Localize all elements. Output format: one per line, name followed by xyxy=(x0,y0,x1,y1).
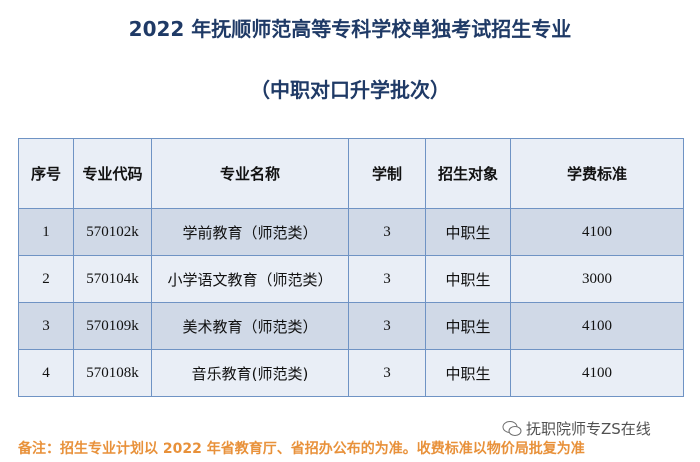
header-tuition: 学费标准 xyxy=(510,138,684,209)
header-target: 招生对象 xyxy=(425,138,511,209)
cell-duration: 3 xyxy=(348,255,426,303)
cell-name: 音乐教育(师范类) xyxy=(151,349,349,397)
cell-duration: 3 xyxy=(348,349,426,397)
header-duration: 学制 xyxy=(348,138,426,209)
footnote: 备注：招生专业计划以 2022 年省教育厅、省招办公布的为准。收费标准以物价局批… xyxy=(18,441,585,457)
cell-index: 4 xyxy=(18,349,74,397)
cell-name: 学前教育（师范类） xyxy=(151,208,349,256)
cell-name: 小学语文教育（师范类） xyxy=(151,255,349,303)
header-name: 专业名称 xyxy=(151,138,349,209)
cell-code: 570108k xyxy=(73,349,152,397)
cell-code: 570102k xyxy=(73,208,152,256)
cell-target: 中职生 xyxy=(425,208,511,256)
cell-index: 1 xyxy=(18,208,74,256)
table-row: 4 570108k 音乐教育(师范类) 3 中职生 4100 xyxy=(18,349,684,397)
cell-tuition: 4100 xyxy=(510,208,684,256)
page-subtitle: （中职对口升学批次） xyxy=(250,78,450,102)
cell-target: 中职生 xyxy=(425,255,511,303)
majors-table: 序号 专业代码 专业名称 学制 招生对象 学费标准 1 570102k 学前教育… xyxy=(18,138,684,397)
cell-code: 570109k xyxy=(73,302,152,350)
watermark: 抚职院师专ZS在线 xyxy=(502,418,651,439)
cell-tuition: 4100 xyxy=(510,302,684,350)
wechat-icon xyxy=(502,420,522,436)
header-index: 序号 xyxy=(18,138,74,209)
cell-target: 中职生 xyxy=(425,349,511,397)
cell-index: 3 xyxy=(18,302,74,350)
table-header-row: 序号 专业代码 专业名称 学制 招生对象 学费标准 xyxy=(18,138,684,209)
cell-name: 美术教育（师范类） xyxy=(151,302,349,350)
cell-target: 中职生 xyxy=(425,302,511,350)
watermark-text: 抚职院师专ZS在线 xyxy=(526,420,651,438)
page-title: 2022 年抚顺师范高等专科学校单独考试招生专业 xyxy=(128,17,572,41)
cell-tuition: 3000 xyxy=(510,255,684,303)
cell-code: 570104k xyxy=(73,255,152,303)
table-row: 1 570102k 学前教育（师范类） 3 中职生 4100 xyxy=(18,208,684,256)
header-code: 专业代码 xyxy=(73,138,152,209)
table-row: 2 570104k 小学语文教育（师范类） 3 中职生 3000 xyxy=(18,255,684,303)
cell-index: 2 xyxy=(18,255,74,303)
cell-tuition: 4100 xyxy=(510,349,684,397)
cell-duration: 3 xyxy=(348,302,426,350)
cell-duration: 3 xyxy=(348,208,426,256)
table-row: 3 570109k 美术教育（师范类） 3 中职生 4100 xyxy=(18,302,684,350)
